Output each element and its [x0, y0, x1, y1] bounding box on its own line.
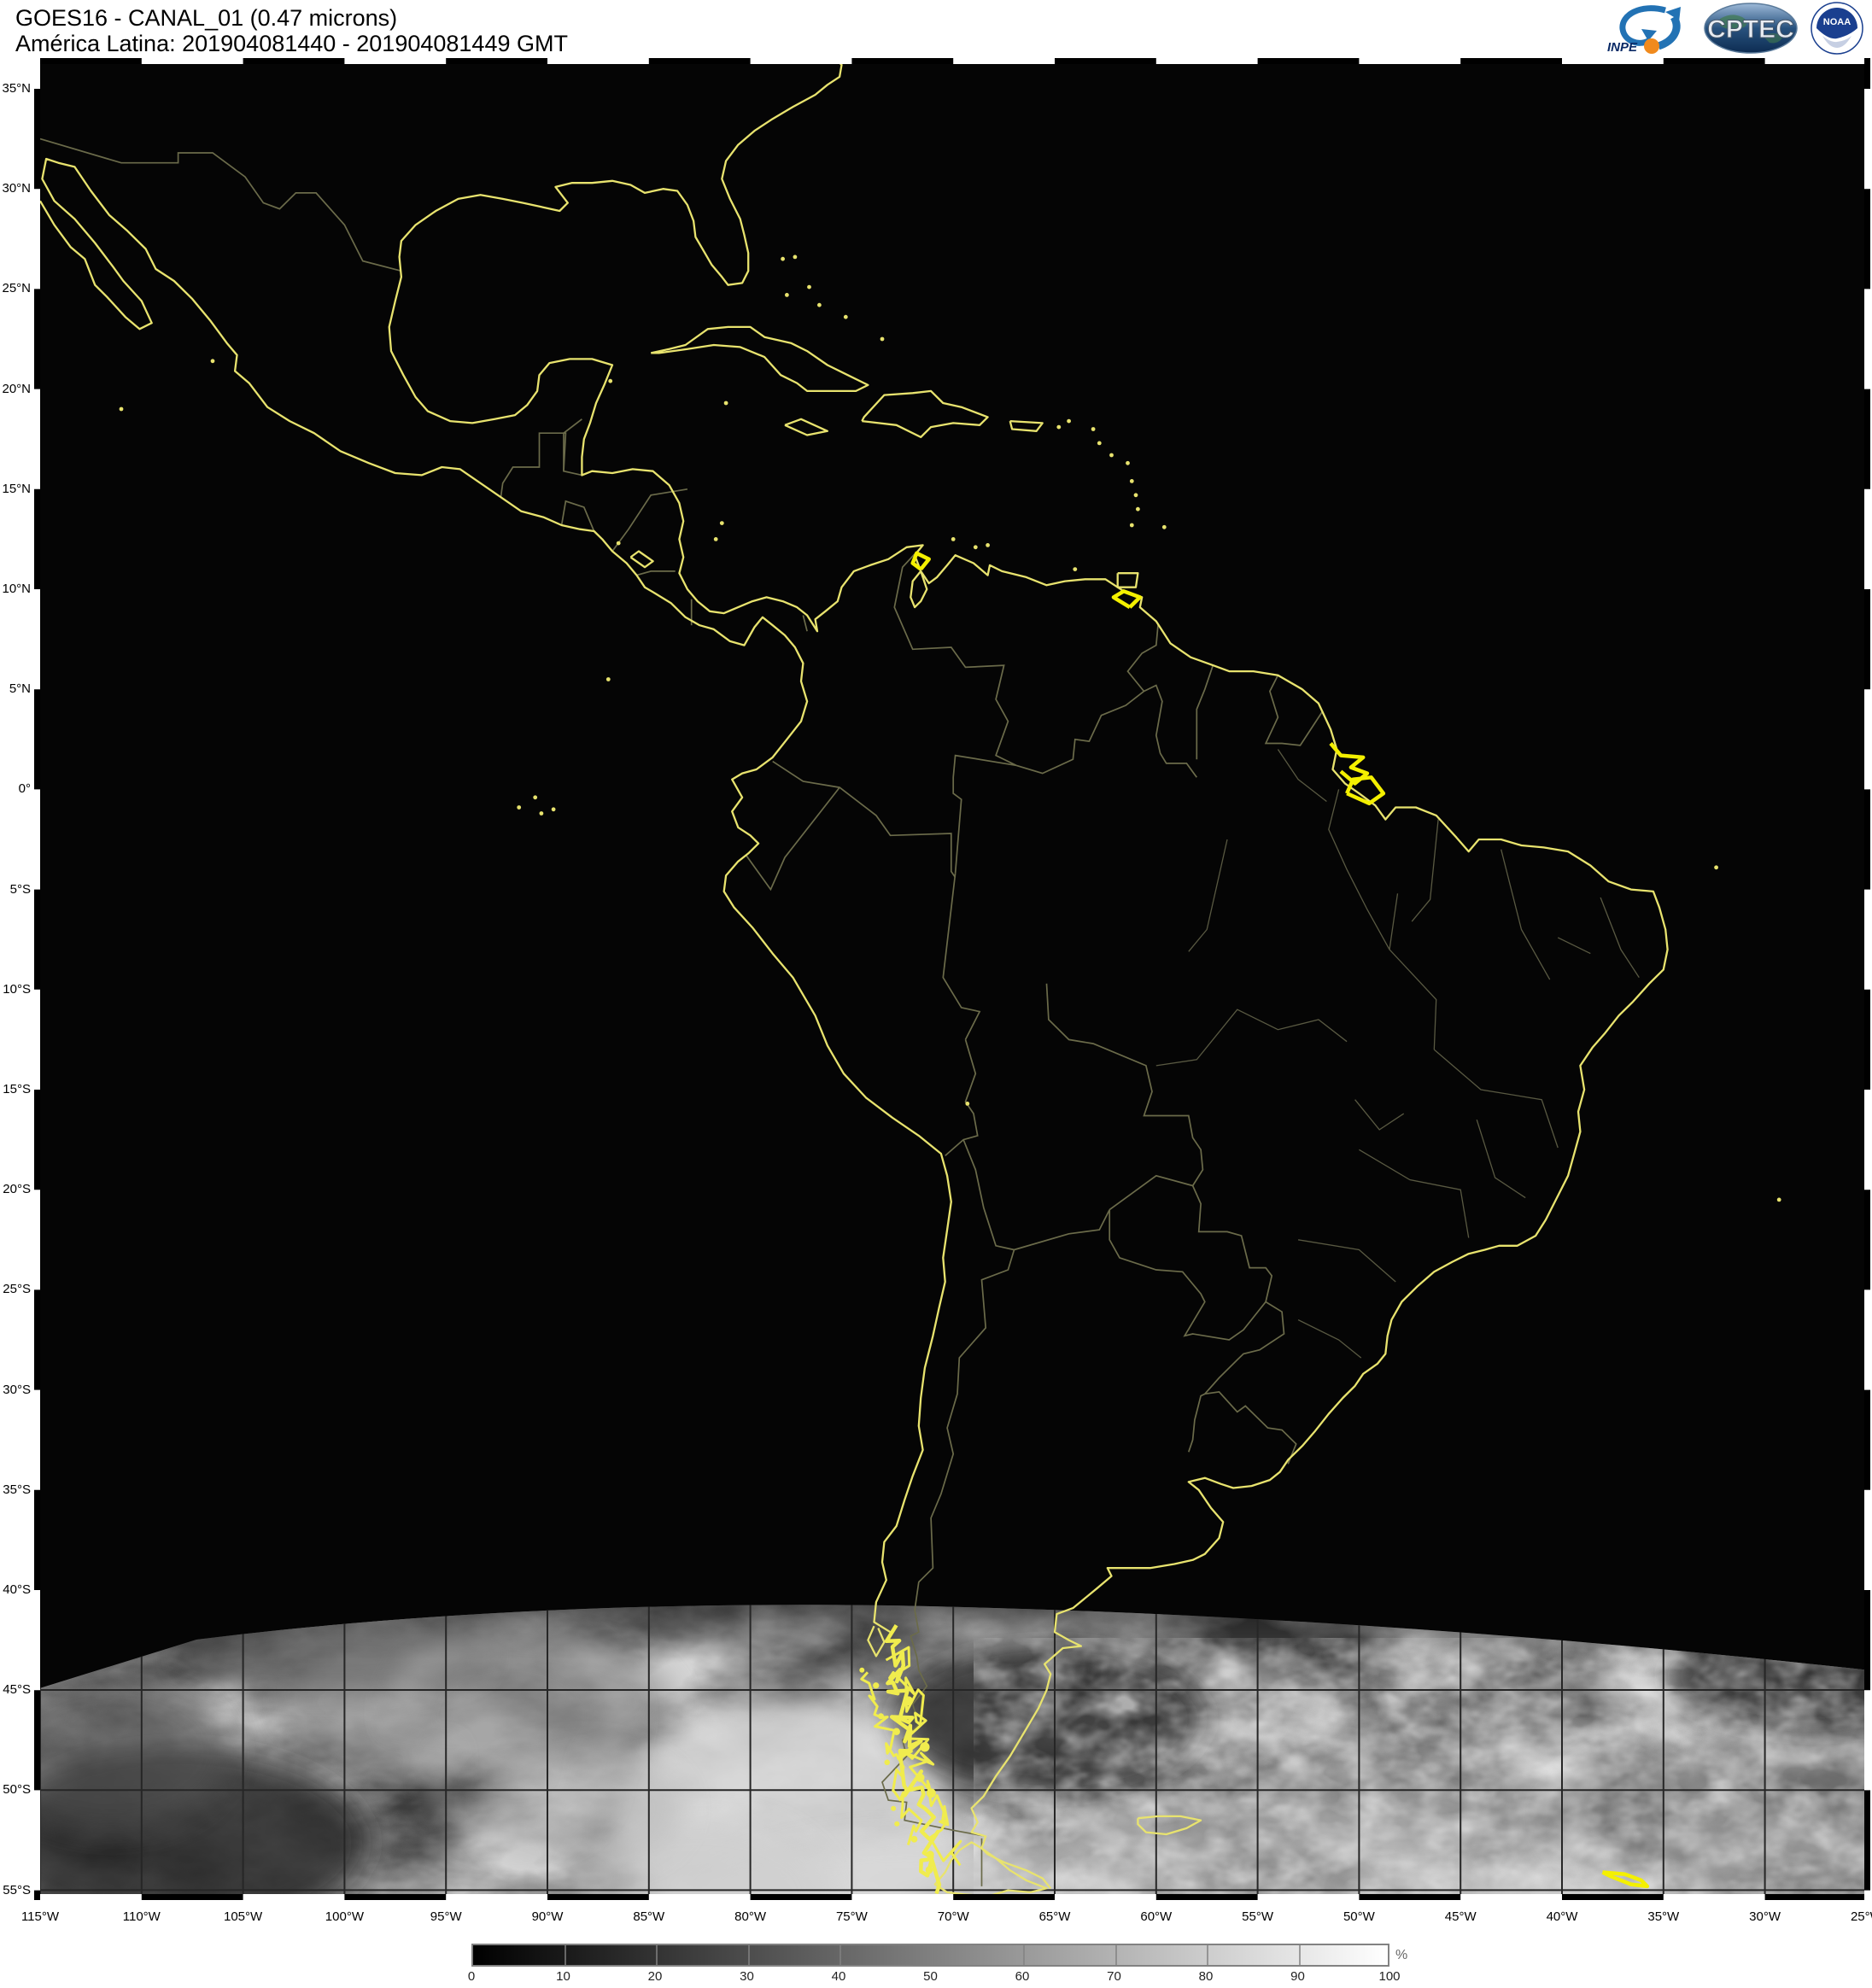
colorbar-tick	[747, 1945, 750, 1965]
bright-coast-clusters	[910, 551, 1650, 1889]
colorbar-tick-label: 30	[740, 1969, 754, 1984]
lat-tick-label: 20°S	[3, 1182, 31, 1197]
colorbar-tick-label: 10	[556, 1969, 570, 1984]
colorbar-tick	[1023, 1945, 1025, 1965]
lat-tick-label: 10°S	[3, 981, 31, 997]
lon-tick-label: 85°W	[633, 1909, 665, 1924]
reflectance-colorbar	[471, 1944, 1389, 1967]
lon-tick-label: 65°W	[1038, 1909, 1071, 1924]
lon-tick-label: 110°W	[122, 1909, 161, 1924]
night-region	[34, 58, 1870, 1900]
lat-tick-label: 30°N	[2, 181, 31, 196]
lat-tick-label: 35°N	[2, 81, 31, 96]
lat-tick-label: 15°N	[2, 481, 31, 496]
lat-tick-label: 0°	[18, 781, 31, 797]
lon-tick-label: 40°W	[1546, 1909, 1578, 1924]
patagonia-fjords	[859, 1624, 962, 1895]
lon-tick-label: 70°W	[937, 1909, 969, 1924]
lat-tick-label: 10°N	[2, 582, 31, 596]
map-frame	[34, 58, 1870, 1900]
country-borders	[39, 137, 1324, 1886]
product-subtitle-daterange: América Latina: 201904081440 - 201904081…	[15, 31, 568, 56]
colorbar-tick	[656, 1945, 658, 1965]
colorbar-tick	[564, 1945, 566, 1965]
map-canvas	[34, 56, 1870, 1900]
lat-tick-label: 45°S	[3, 1682, 31, 1698]
colorbar-tick-label: 60	[1015, 1969, 1030, 1984]
colorbar-tick-label: 100	[1378, 1969, 1401, 1984]
colorbar-tick-label: 80	[1198, 1969, 1214, 1984]
lon-tick-label: 115°W	[20, 1909, 60, 1924]
state-borders	[1155, 749, 1640, 1359]
lon-tick-label: 95°W	[430, 1909, 462, 1924]
lat-tick-label: 5°S	[9, 881, 31, 897]
svg-text:CPTEC: CPTEC	[1707, 15, 1794, 44]
satellite-map	[34, 56, 1870, 1900]
colorbar-tick	[1207, 1945, 1208, 1965]
lon-tick-label: 105°W	[224, 1909, 263, 1924]
product-title: GOES16 - CANAL_01 (0.47 microns)	[15, 5, 398, 31]
noaa-logo: NOAA	[1811, 2, 1863, 55]
svg-text:INPE: INPE	[1607, 40, 1638, 55]
colorbar-tick	[1114, 1945, 1117, 1965]
inpe-logo: INPE	[1607, 5, 1681, 55]
lat-tick-label: 20°N	[2, 381, 31, 396]
lon-tick-label: 80°W	[734, 1909, 767, 1924]
colorbar-tick-label: 20	[647, 1969, 663, 1984]
agency-logos: INPE CPTEC NOAA	[1606, 2, 1863, 55]
lat-tick-label: 30°S	[3, 1382, 31, 1397]
lon-tick-label: 60°W	[1140, 1909, 1173, 1924]
lat-tick-label: 50°S	[3, 1782, 31, 1798]
lat-tick-label: 40°S	[3, 1582, 31, 1597]
cptec-logo: CPTEC	[1704, 3, 1798, 54]
title-block: GOES16 - CANAL_01 (0.47 microns) América…	[15, 5, 568, 56]
lon-tick-label: 30°W	[1749, 1909, 1781, 1924]
colorbar-tick	[931, 1945, 933, 1965]
colorbar-tick-label: 50	[923, 1969, 938, 1984]
colorbar-unit-label: %	[1395, 1948, 1408, 1962]
lon-tick-label: 100°W	[325, 1909, 364, 1924]
svg-text:NOAA: NOAA	[1823, 17, 1851, 27]
lon-tick-label: 90°W	[531, 1909, 564, 1924]
colorbar-tick-label: 70	[1107, 1969, 1121, 1984]
lat-tick-label: 25°S	[3, 1282, 31, 1297]
lat-tick-label: 55°S	[3, 1882, 31, 1897]
lat-tick-label: 15°S	[3, 1082, 31, 1096]
lon-tick-label: 25°W	[1850, 1909, 1872, 1924]
lat-tick-label: 5°N	[9, 681, 31, 697]
lon-tick-label: 50°W	[1343, 1909, 1375, 1924]
lon-tick-label: 75°W	[835, 1909, 868, 1924]
lat-tick-label: 25°N	[2, 281, 31, 296]
lon-tick-label: 55°W	[1242, 1909, 1274, 1924]
colorbar-tick	[1298, 1945, 1301, 1965]
island-speckles	[119, 254, 1781, 1202]
colorbar-tick-label: 90	[1290, 1969, 1305, 1984]
colorbar-tick	[839, 1945, 841, 1965]
colorbar-tick-label: 0	[467, 1969, 476, 1984]
lat-tick-label: 35°S	[3, 1482, 31, 1497]
lon-tick-label: 45°W	[1444, 1909, 1477, 1924]
lon-tick-label: 35°W	[1647, 1909, 1680, 1924]
colorbar-tick-label: 40	[831, 1969, 846, 1984]
